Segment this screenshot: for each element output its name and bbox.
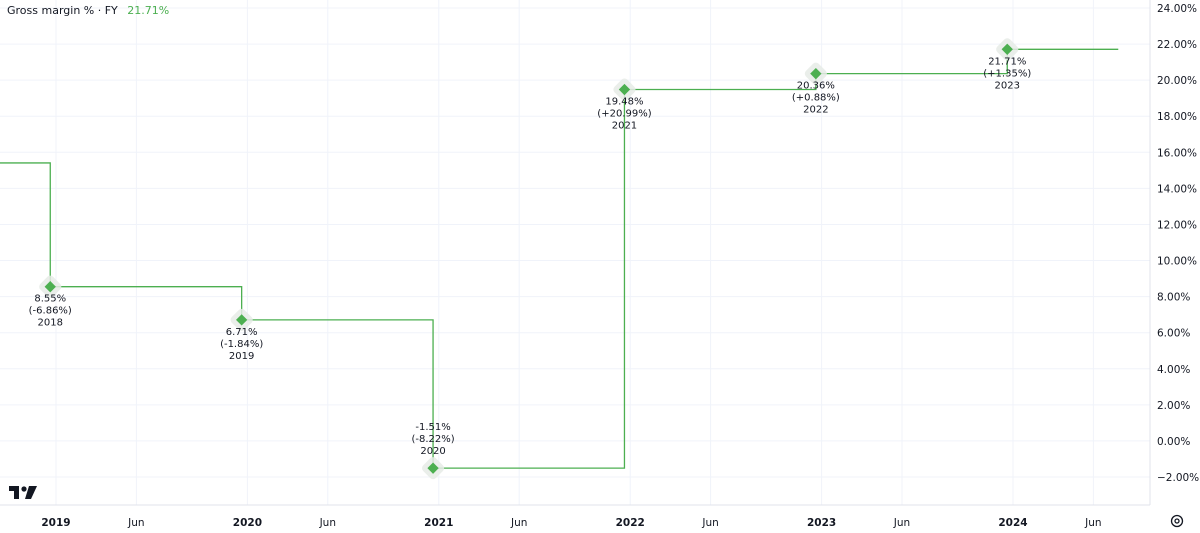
series-step-line bbox=[0, 48, 1119, 469]
y-tick-label: 8.00% bbox=[1157, 292, 1190, 304]
x-tick-label: 2024 bbox=[998, 517, 1027, 529]
tradingview-logo-icon[interactable] bbox=[9, 484, 39, 500]
point-value-label: 6.71% bbox=[226, 327, 258, 338]
point-change-label: (-1.84%) bbox=[220, 339, 263, 350]
data-point bbox=[44, 281, 56, 293]
point-value-label: -1.51% bbox=[415, 422, 450, 433]
point-change-label: (+20.99%) bbox=[597, 109, 651, 120]
point-year-label: 2023 bbox=[995, 80, 1020, 91]
y-tick-label: 14.00% bbox=[1157, 183, 1197, 195]
y-tick-label: 20.00% bbox=[1157, 75, 1197, 87]
y-tick-label: 0.00% bbox=[1157, 436, 1190, 448]
chart-title: Gross margin % · FY 21.71% bbox=[7, 4, 169, 17]
x-tick-label: 2020 bbox=[233, 517, 262, 529]
x-tick-label: 2021 bbox=[424, 517, 453, 529]
y-tick-label: 4.00% bbox=[1157, 364, 1190, 376]
point-year-label: 2022 bbox=[803, 105, 828, 116]
point-change-label: (+0.88%) bbox=[792, 93, 840, 104]
y-tick-label: 22.00% bbox=[1157, 39, 1197, 51]
point-year-label: 2019 bbox=[229, 351, 254, 362]
point-year-label: 2018 bbox=[38, 318, 63, 329]
point-year-label: 2020 bbox=[420, 446, 445, 457]
y-tick-label: 12.00% bbox=[1157, 219, 1197, 231]
x-tick-label: Jun bbox=[319, 517, 336, 529]
x-tick-label: Jun bbox=[127, 517, 144, 529]
y-tick-label: 2.00% bbox=[1157, 400, 1190, 412]
data-point bbox=[1001, 43, 1013, 55]
x-tick-label: 2023 bbox=[807, 517, 836, 529]
point-value-label: 19.48% bbox=[605, 97, 643, 108]
point-change-label: (+1.35%) bbox=[983, 68, 1031, 79]
x-tick-label: 2019 bbox=[41, 517, 70, 529]
point-value-label: 8.55% bbox=[34, 294, 66, 305]
x-tick-label: 2022 bbox=[616, 517, 645, 529]
point-change-label: (-6.86%) bbox=[29, 306, 72, 317]
y-tick-label: 24.00% bbox=[1157, 3, 1197, 15]
y-tick-label: −2.00% bbox=[1157, 472, 1199, 484]
metric-label: Gross margin % · FY bbox=[7, 4, 118, 17]
y-tick-label: 6.00% bbox=[1157, 328, 1190, 340]
y-tick-label: 16.00% bbox=[1157, 147, 1197, 159]
x-tick-label: Jun bbox=[701, 517, 718, 529]
y-tick-label: 18.00% bbox=[1157, 111, 1197, 123]
x-tick-label: Jun bbox=[893, 517, 910, 529]
point-change-label: (-8.22%) bbox=[411, 434, 454, 445]
x-tick-label: Jun bbox=[510, 517, 527, 529]
point-year-label: 2021 bbox=[612, 121, 637, 132]
current-value: 21.71% bbox=[127, 4, 170, 17]
point-value-label: 20.36% bbox=[797, 81, 835, 92]
data-point bbox=[427, 462, 439, 474]
data-point bbox=[236, 314, 248, 326]
y-tick-label: 10.00% bbox=[1157, 256, 1197, 268]
point-value-label: 21.71% bbox=[988, 56, 1026, 67]
settings-gear-icon[interactable] bbox=[1169, 513, 1185, 529]
x-tick-label: Jun bbox=[1084, 517, 1101, 529]
